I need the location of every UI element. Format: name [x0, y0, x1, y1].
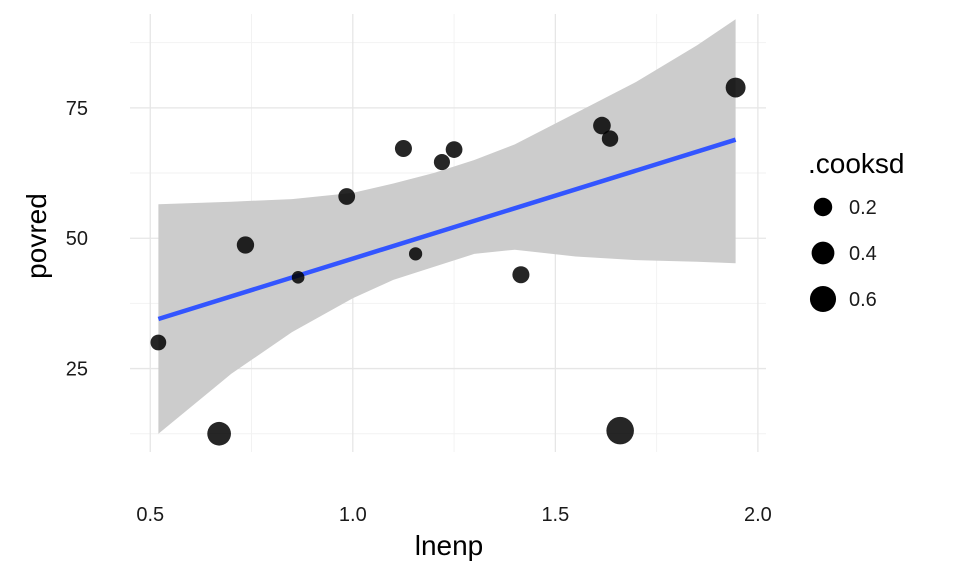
- x-tick-label: 0.5: [136, 504, 164, 526]
- confidence-band-layer: [158, 19, 736, 434]
- y-tick-labels: 25 50 75: [66, 98, 88, 381]
- data-point: [291, 270, 305, 284]
- data-point: [593, 116, 611, 135]
- confidence-band: [158, 19, 736, 434]
- legend-label: 0.6: [849, 289, 877, 311]
- x-axis-title: lnenp: [415, 530, 484, 561]
- data-point: [150, 334, 167, 351]
- y-tick-label: 50: [66, 228, 88, 250]
- legend-key: [809, 285, 837, 313]
- regression-line: [157, 137, 737, 322]
- data-point: [433, 154, 450, 171]
- data-point: [601, 130, 619, 147]
- legend-label: 0.2: [849, 197, 877, 219]
- fit-line-layer: [157, 137, 737, 322]
- points-layer: [150, 77, 746, 446]
- y-tick-label: 25: [66, 359, 88, 381]
- data-point: [606, 416, 634, 445]
- data-point: [512, 266, 530, 284]
- x-tick-label: 1.5: [541, 504, 569, 526]
- legend-label: 0.4: [849, 243, 877, 265]
- legend-title: .cooksd: [808, 148, 905, 179]
- x-tick-label: 2.0: [744, 504, 772, 526]
- data-point: [408, 247, 423, 261]
- data-point: [338, 188, 356, 205]
- data-point: [445, 141, 463, 158]
- legend-key: [811, 241, 835, 265]
- legend: .cooksd 0.2 0.4 0.6: [808, 148, 905, 313]
- data-point: [725, 77, 746, 98]
- data-point: [207, 421, 231, 446]
- data-point: [236, 236, 255, 254]
- legend-key: [813, 197, 833, 217]
- y-axis-title: povred: [21, 193, 52, 279]
- legend-entries: 0.2 0.4 0.6: [809, 197, 877, 313]
- x-tick-labels: 0.5 1.0 1.5 2.0: [136, 504, 771, 526]
- y-tick-label: 75: [66, 98, 88, 120]
- x-tick-label: 1.0: [339, 504, 367, 526]
- data-point: [394, 140, 412, 158]
